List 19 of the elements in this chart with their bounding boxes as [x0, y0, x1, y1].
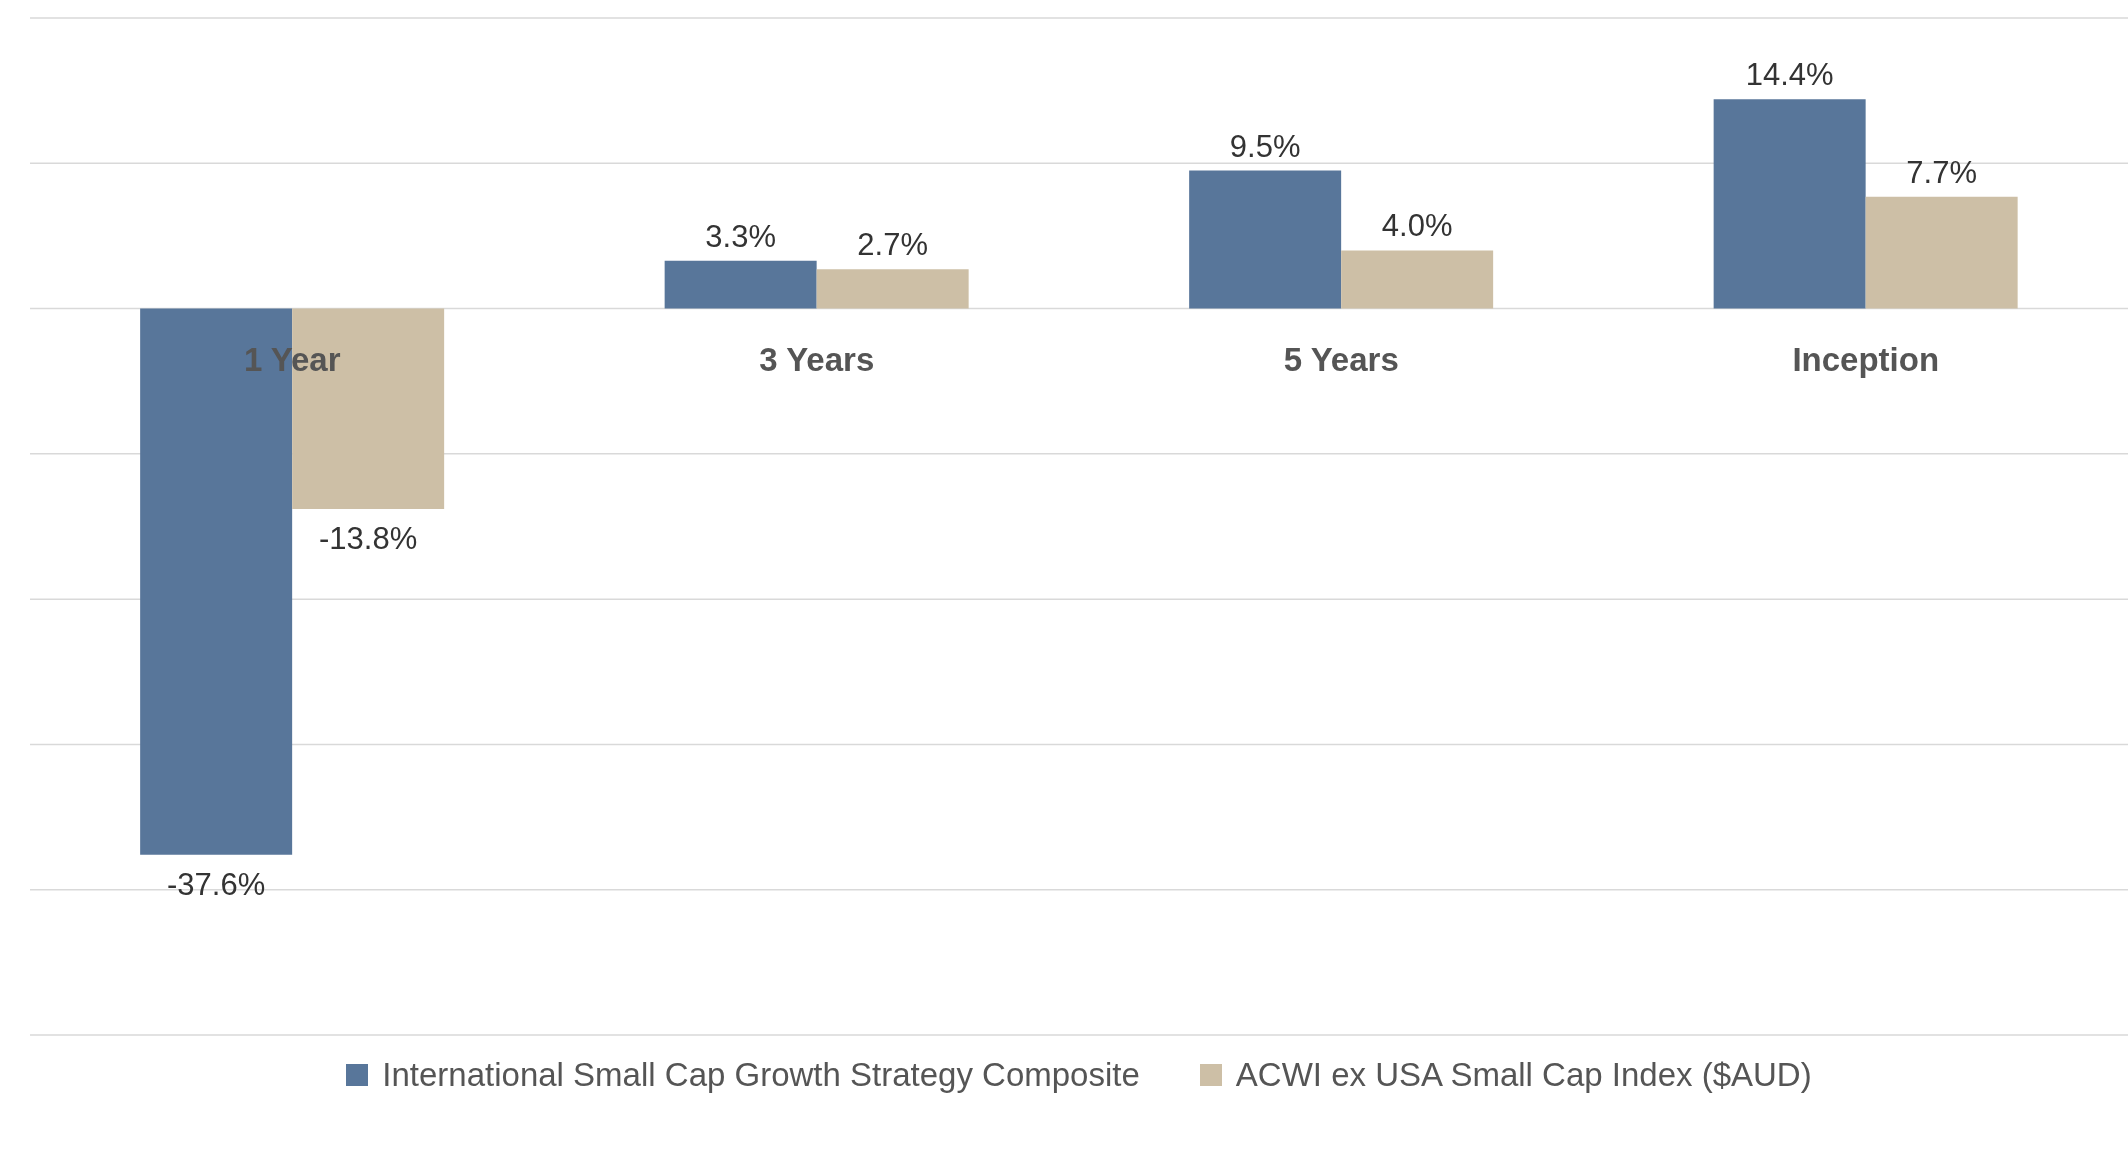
data-label: 14.4% [1745, 57, 1834, 93]
bar [1713, 99, 1866, 309]
bar [1189, 170, 1342, 309]
data-label: -37.6% [167, 866, 266, 902]
legend-label: ACWI ex USA Small Cap Index ($AUD) [1235, 1056, 1812, 1094]
x-tick-label: 3 Years [759, 341, 875, 379]
bar [816, 269, 969, 309]
bar [1865, 196, 2018, 309]
bar [664, 260, 817, 309]
data-label: 3.3% [705, 218, 776, 254]
data-label: -13.8% [319, 521, 418, 557]
data-label: 2.7% [857, 227, 928, 263]
data-label: 7.7% [1906, 154, 1977, 190]
x-tick-label: 5 Years [1283, 341, 1399, 379]
legend-label: International Small Cap Growth Strategy Composite [382, 1056, 1140, 1094]
data-label: 9.5% [1229, 128, 1301, 164]
bar [1341, 250, 1494, 309]
data-label: 4.0% [1381, 208, 1453, 244]
x-tick-label: Inception [1792, 341, 1940, 379]
